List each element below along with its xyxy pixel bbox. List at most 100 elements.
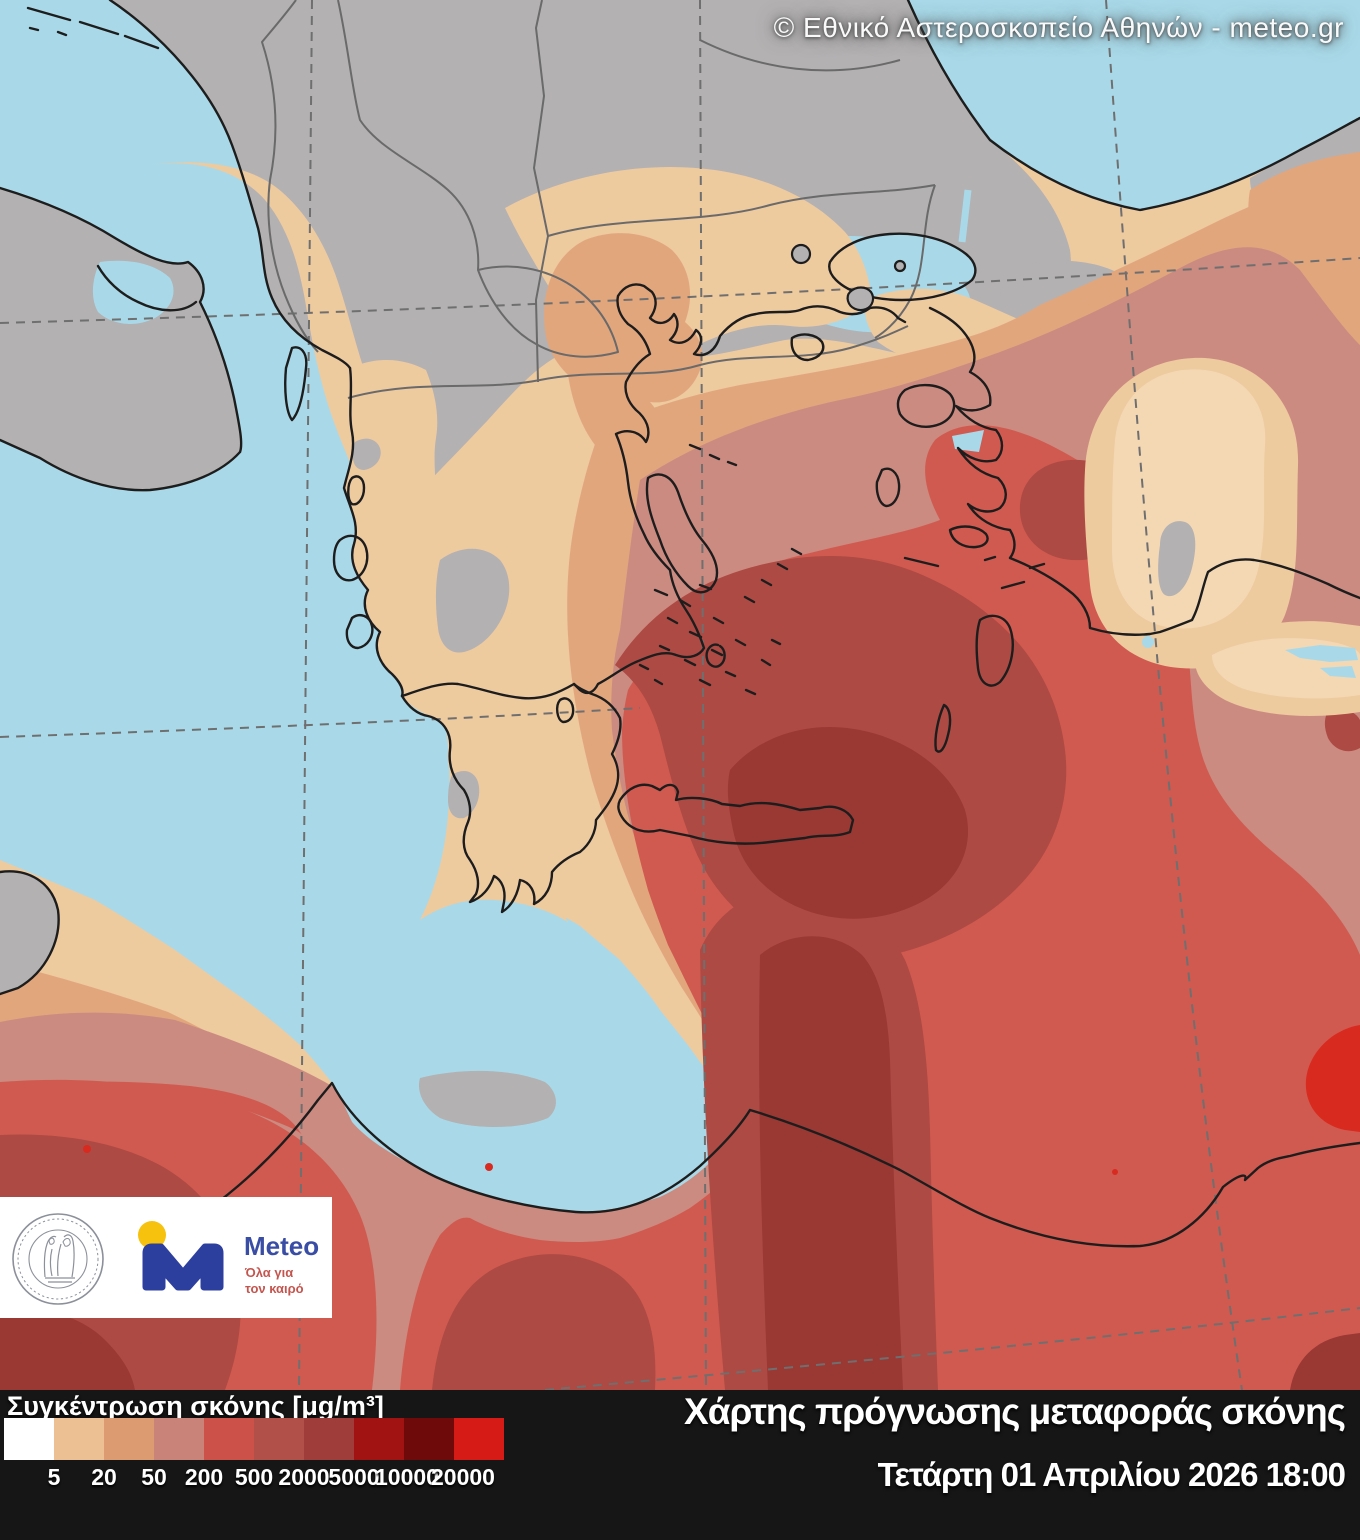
lefkada-island <box>347 475 366 506</box>
black-sea-coast <box>906 0 1360 212</box>
legend-swatch-1 <box>4 1418 54 1460</box>
legend-tick: 10000 <box>375 1464 439 1490</box>
graticule-parallel-north <box>0 257 1360 324</box>
croatia-albania-coast <box>108 0 352 370</box>
izmir-gulf-notch <box>952 430 984 452</box>
zakynthos-island <box>345 614 374 650</box>
antalya-sea-spot-2 <box>1320 666 1356 678</box>
antalya-sea-spot-1 <box>1285 645 1358 662</box>
italy-gargano-bay <box>96 264 198 312</box>
border-bulgaria-turkey <box>874 184 936 339</box>
legend-tick: 5 <box>47 1464 61 1490</box>
footer-titles: Χάρτης πρόγνωσης μεταφοράς σκόνης Τετάρτ… <box>684 1390 1346 1494</box>
limnos-island <box>790 333 825 362</box>
dust-maroon-antalya-spot <box>1324 709 1360 752</box>
border-dalmatia <box>261 0 319 353</box>
meteo-logo-icon <box>138 1221 224 1291</box>
samos-island <box>948 525 989 549</box>
meteo-logo-m <box>142 1243 224 1291</box>
observatory-seal-icon <box>12 1213 104 1305</box>
dust-dark-plume-core <box>759 936 903 1390</box>
country-borders <box>261 0 936 399</box>
turkey-lake-blue <box>1142 636 1154 648</box>
legend-tick: 20 <box>91 1464 117 1490</box>
kefalonia-island <box>332 534 369 582</box>
meteo-logo-yellow-dot <box>138 1221 166 1249</box>
legend-tick: 20000 <box>431 1464 495 1490</box>
meteo-tagline-line2: τον καιρό <box>245 1281 304 1296</box>
coastlines <box>0 0 1360 1248</box>
graticule-meridian-center <box>699 0 707 1390</box>
footer-bar: Συγκέντρωση σκόνης [μg/m³] 5 20 50 200 5… <box>0 1390 1360 1540</box>
rhodes-island <box>975 614 1014 687</box>
border-bulgaria-south <box>533 0 549 383</box>
legend-swatch-9 <box>404 1418 454 1460</box>
black-sea <box>908 0 1360 210</box>
graticule-meridian-west <box>298 0 313 1390</box>
legend-tick: 500 <box>234 1464 274 1490</box>
legend-swatch-3 <box>104 1418 154 1460</box>
legend-swatch-10 <box>454 1418 504 1460</box>
crete-coast <box>617 783 855 845</box>
graticule <box>0 0 1360 1390</box>
dust-dark-crete-east <box>727 726 969 919</box>
sporades-islands <box>688 443 738 467</box>
turkey-lake-gray <box>1158 521 1196 597</box>
ikaria-island <box>903 556 940 568</box>
graticule-meridian-east <box>1105 0 1243 1390</box>
dust-bright-dot-2 <box>485 1163 493 1171</box>
legend-tick: 50 <box>141 1464 167 1490</box>
dust-cream-sw-turkey <box>1112 369 1266 629</box>
graticule-parallel-middle <box>0 707 641 738</box>
legend-swatch-2 <box>54 1418 104 1460</box>
samothraki-island <box>846 286 875 312</box>
benghazi-gray <box>418 1070 556 1127</box>
chios-island <box>875 467 901 508</box>
legend-swatch-5 <box>204 1418 254 1460</box>
legend-swatch-8 <box>354 1418 404 1460</box>
map-valid-time: Τετάρτη 01 Απριλίου 2026 18:00 <box>877 1456 1346 1493</box>
copyright-note: © Εθνικό Αστεροσκοπείο Αθηνών - meteo.gr <box>773 12 1344 43</box>
sicily-coast <box>0 870 60 996</box>
peloponnese-coast <box>400 682 622 914</box>
croatian-islands <box>26 6 160 50</box>
marmara-island <box>893 259 907 273</box>
legend-swatch-4 <box>154 1418 204 1460</box>
border-serbia-bulgaria <box>547 184 936 237</box>
dust-dark-se-corner <box>1290 1333 1360 1390</box>
map-title: Χάρτης πρόγνωσης μεταφοράς σκόνης <box>684 1391 1346 1432</box>
peloponnese-gray-small <box>448 770 480 819</box>
logos-graphic <box>12 1213 224 1305</box>
legend-tick: 200 <box>184 1464 224 1490</box>
italy-coast-north <box>0 186 243 454</box>
thasos-island <box>790 243 812 265</box>
karpathos-island <box>934 703 952 753</box>
bosporus-strait <box>958 189 972 243</box>
logo-box: Meteo Όλα για τον καιρό <box>0 1197 332 1318</box>
dust-maroon-south-band <box>432 1254 656 1390</box>
dust-bright-dot-1 <box>83 1145 91 1153</box>
greece-mainland-coast <box>342 283 907 700</box>
corfu-island <box>284 346 308 422</box>
border-serbia-west <box>337 0 480 271</box>
epirus-gray-patch <box>352 438 381 470</box>
legend-title: Συγκέντρωση σκόνης [μg/m³] <box>7 1391 384 1421</box>
peloponnese-gray <box>435 548 510 653</box>
legend-swatch-6 <box>254 1418 304 1460</box>
turkey-coast <box>928 306 1360 636</box>
marmara-coast <box>828 232 977 302</box>
border-greece-north <box>347 325 909 399</box>
north-africa-coast <box>148 1081 1360 1248</box>
meteo-tagline-line1: Όλα για <box>245 1265 294 1280</box>
lesvos-island <box>896 383 956 428</box>
cyclades-islands <box>653 547 803 696</box>
dust-salmon-chalkidiki <box>544 233 703 463</box>
legend-tick: 5000 <box>328 1464 380 1490</box>
evia-island <box>645 473 719 594</box>
border-romania-hint <box>699 39 901 72</box>
legend-tick: 2000 <box>278 1464 330 1490</box>
meteo-logo-wordmark: Meteo <box>244 1231 320 1261</box>
dust-tan-adriatic-band <box>150 162 568 922</box>
dust-bright-right-edge <box>1305 1025 1360 1132</box>
